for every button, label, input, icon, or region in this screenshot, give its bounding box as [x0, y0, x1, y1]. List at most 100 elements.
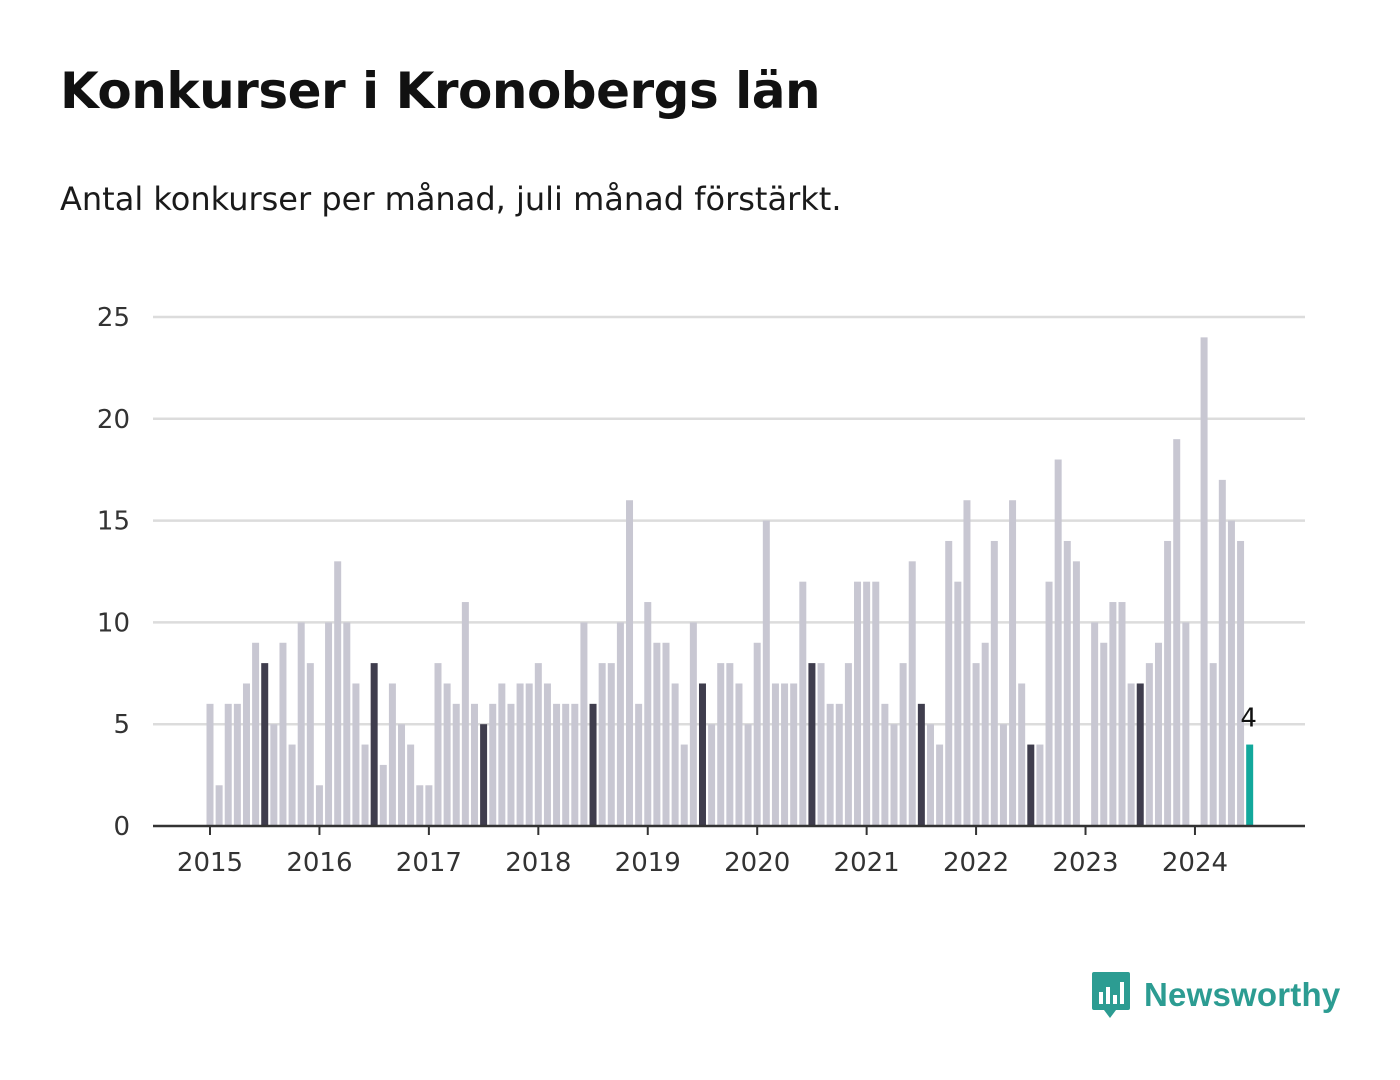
- chart-title: Konkurser i Kronobergs län: [60, 62, 821, 120]
- month-bar: [735, 683, 743, 826]
- month-bar: [297, 622, 305, 826]
- month-bar: [680, 744, 688, 826]
- month-bar: [1164, 540, 1172, 826]
- month-bar: [1218, 479, 1226, 826]
- month-bar: [534, 663, 542, 826]
- month-bar: [607, 663, 615, 826]
- month-bar: [416, 785, 424, 826]
- month-bar: [233, 703, 241, 826]
- y-tick-label: 10: [97, 608, 130, 638]
- latest-bar: [1246, 744, 1254, 826]
- month-bar: [306, 663, 314, 826]
- month-bar: [1200, 337, 1208, 826]
- month-bar: [936, 744, 944, 826]
- month-bar: [653, 642, 661, 826]
- newsworthy-logo: Newsworthy: [1090, 970, 1340, 1020]
- x-tick-label: 2020: [724, 848, 790, 878]
- y-tick-label: 20: [97, 405, 130, 435]
- month-bar: [981, 642, 989, 826]
- last-value-label: 4: [1240, 704, 1257, 734]
- month-bar: [242, 683, 250, 826]
- july-bar: [480, 724, 488, 826]
- month-bar: [990, 540, 998, 826]
- x-tick-label: 2017: [396, 848, 462, 878]
- month-bar: [999, 724, 1007, 826]
- month-bar: [1009, 500, 1017, 826]
- x-tick-label: 2015: [177, 848, 243, 878]
- y-tick-label: 0: [113, 812, 130, 842]
- chart-subtitle: Antal konkurser per månad, juli månad fö…: [60, 180, 842, 218]
- month-bar: [945, 540, 953, 826]
- month-bar: [972, 663, 980, 826]
- month-bar: [398, 724, 406, 826]
- month-bar: [1054, 459, 1062, 826]
- month-bar: [781, 683, 789, 826]
- month-bar: [1072, 561, 1080, 826]
- month-bar: [954, 581, 962, 826]
- month-bar: [835, 703, 843, 826]
- y-tick-label: 15: [97, 507, 130, 537]
- month-bar: [626, 500, 634, 826]
- month-bar: [461, 602, 469, 826]
- month-bar: [543, 683, 551, 826]
- month-bar: [562, 703, 570, 826]
- month-bar: [343, 622, 351, 826]
- month-bar: [1182, 622, 1190, 826]
- month-bar: [616, 622, 624, 826]
- month-bar: [1227, 520, 1235, 826]
- x-tick-label: 2023: [1052, 848, 1118, 878]
- month-bar: [817, 663, 825, 826]
- month-bar: [525, 683, 533, 826]
- month-bar: [1237, 540, 1245, 826]
- month-bar: [844, 663, 852, 826]
- month-bar: [279, 642, 287, 826]
- july-bar: [261, 663, 269, 826]
- month-bar: [443, 683, 451, 826]
- month-bar: [717, 663, 725, 826]
- month-bar: [963, 500, 971, 826]
- month-bar: [881, 703, 889, 826]
- x-tick-label: 2024: [1162, 848, 1228, 878]
- month-bar: [516, 683, 524, 826]
- month-bar: [425, 785, 433, 826]
- month-bar: [361, 744, 369, 826]
- month-bar: [872, 581, 880, 826]
- bars: [206, 337, 1254, 826]
- month-bar: [771, 683, 779, 826]
- month-bar: [708, 724, 716, 826]
- month-bar: [352, 683, 360, 826]
- july-bar: [808, 663, 816, 826]
- july-bar: [1136, 683, 1144, 826]
- month-bar: [1100, 642, 1108, 826]
- month-bar: [1154, 642, 1162, 826]
- july-bar: [917, 703, 925, 826]
- y-tick-label: 5: [113, 710, 130, 740]
- july-bar: [698, 683, 706, 826]
- newsworthy-logo-icon: [1092, 972, 1130, 1018]
- month-bar: [270, 724, 278, 826]
- month-bar: [1018, 683, 1026, 826]
- month-bar: [726, 663, 734, 826]
- month-bar: [407, 744, 415, 826]
- month-bar: [315, 785, 323, 826]
- month-bar: [598, 663, 606, 826]
- month-bar: [635, 703, 643, 826]
- month-bar: [854, 581, 862, 826]
- month-bar: [1118, 602, 1126, 826]
- month-bar: [206, 703, 214, 826]
- x-tick-label: 2016: [286, 848, 352, 878]
- month-bar: [689, 622, 697, 826]
- month-bar: [1063, 540, 1071, 826]
- month-bar: [826, 703, 834, 826]
- month-bar: [1091, 622, 1099, 826]
- month-bar: [224, 703, 232, 826]
- month-bar: [388, 683, 396, 826]
- x-axis-ticks: 2015 2016 2017 2018 2019 2020 2021 2022 2023 2024: [177, 826, 1228, 878]
- month-bar: [498, 683, 506, 826]
- x-tick-label: 2022: [943, 848, 1009, 878]
- month-bar: [580, 622, 588, 826]
- month-bar: [252, 642, 260, 826]
- y-axis-ticks: 0 5 10 15 20 25: [97, 303, 130, 842]
- july-bar: [1027, 744, 1035, 826]
